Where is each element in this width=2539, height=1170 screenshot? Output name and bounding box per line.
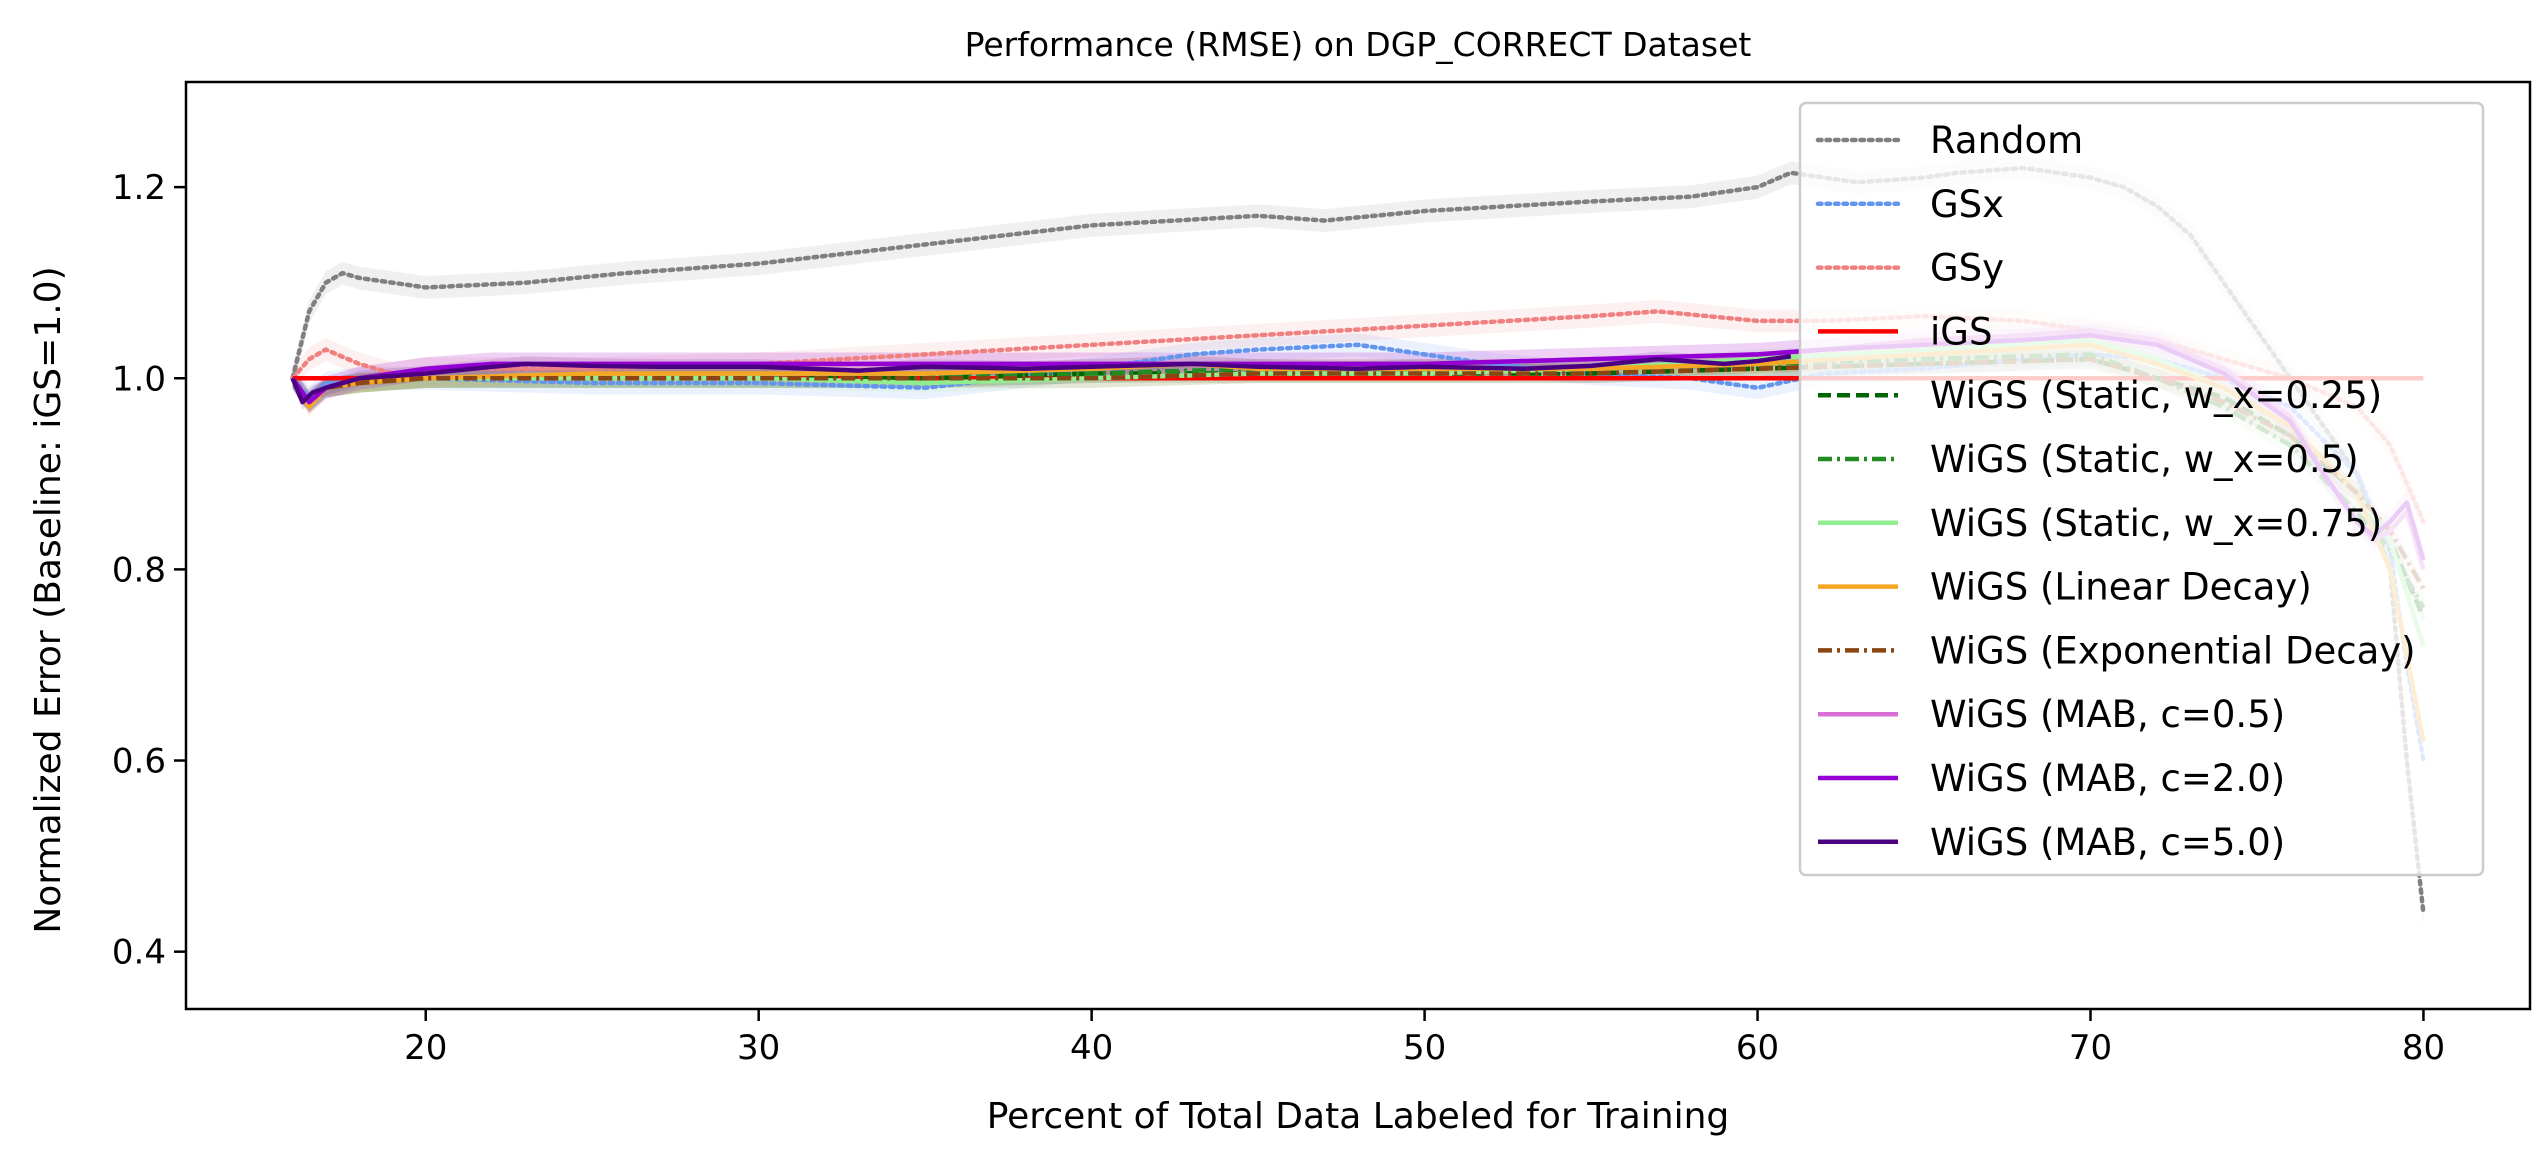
y-axis-ticks: 0.4 0.6 0.8 1.0 1.2 <box>112 168 186 973</box>
legend-label-wigs-exponential-decay: WiGS (Exponential Decay) <box>1930 629 2416 672</box>
y-tick-label: 1.2 <box>112 168 166 208</box>
legend-label-wigs-mab-c-5-0: WiGS (MAB, c=5.0) <box>1930 821 2285 864</box>
chart-title: Performance (RMSE) on DGP_CORRECT Datase… <box>965 25 1752 64</box>
x-tick-label: 50 <box>1403 1028 1446 1068</box>
y-tick-label: 0.8 <box>112 550 166 590</box>
x-tick-label: 30 <box>737 1028 780 1068</box>
series-line-wigs-mab-c-5-0 <box>290 354 1792 405</box>
x-tick-label: 70 <box>2069 1028 2112 1068</box>
legend-label-wigs-static-w-x-0-25: WiGS (Static, w_x=0.25) <box>1930 374 2382 417</box>
y-tick-label: 0.4 <box>112 933 166 973</box>
plot-frame <box>184 80 2532 1011</box>
legend-label-wigs-static-w-x-0-75: WiGS (Static, w_x=0.75) <box>1930 502 2382 545</box>
legend-label-random: Random <box>1930 119 2083 162</box>
legend-label-gsx: GSx <box>1930 183 2004 226</box>
x-axis-ticks: 20 30 40 50 60 70 80 <box>404 1009 2445 1068</box>
x-axis-label: Percent of Total Data Labeled for Traini… <box>987 1096 1730 1137</box>
legend-label-wigs-static-w-x-0-5: WiGS (Static, w_x=0.5) <box>1930 438 2359 481</box>
y-tick-label: 0.6 <box>112 742 166 782</box>
x-tick-label: 20 <box>404 1028 447 1068</box>
y-axis-label: Normalized Error (Baseline: iGS=1.0) <box>28 266 69 933</box>
x-tick-label: 80 <box>2402 1028 2445 1068</box>
legend-box <box>1798 101 2485 877</box>
y-tick-label: 1.0 <box>112 359 166 399</box>
legend-label-wigs-linear-decay: WiGS (Linear Decay) <box>1930 566 2312 609</box>
x-tick-label: 60 <box>1736 1028 1779 1068</box>
legend-label-wigs-mab-c-2-0: WiGS (MAB, c=2.0) <box>1930 757 2285 800</box>
legend-label-igs: iGS <box>1930 310 1992 353</box>
legend: Random GSx GSy iGS WiGS (Static, w_x=0.25) Wi… <box>1798 101 2485 877</box>
x-tick-label: 40 <box>1070 1028 1113 1068</box>
band-gsy <box>292 299 2424 534</box>
legend-label-wigs-mab-c-0-5: WiGS (MAB, c=0.5) <box>1930 693 2285 736</box>
band-wigs-static-w-x-0-5 <box>292 344 2424 618</box>
legend-label-gsy: GSy <box>1930 247 2004 290</box>
